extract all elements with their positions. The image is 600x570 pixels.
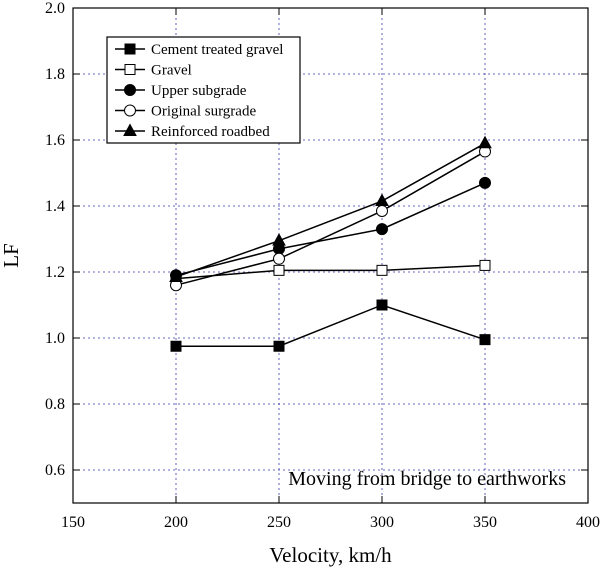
chart-annotation: Moving from bridge to earthworks (288, 468, 566, 490)
data-point (376, 299, 388, 311)
legend-item: Upper subgrade (115, 83, 247, 99)
legend-marker (124, 104, 136, 117)
data-point (376, 204, 388, 217)
series (170, 145, 491, 292)
legend-item: Cement treated gravel (115, 42, 283, 58)
y-tick-label: 1.2 (45, 264, 65, 281)
data-point (170, 340, 182, 352)
series (169, 135, 492, 282)
x-tick-label: 400 (576, 514, 600, 531)
x-tick-label: 150 (61, 514, 85, 531)
legend-item: Gravel (115, 63, 192, 79)
legend-marker (123, 123, 137, 136)
x-tick-label: 250 (267, 514, 291, 531)
x-tick-labels: 150 200 250 300 350 400 (61, 514, 600, 531)
legend-label: Gravel (151, 63, 192, 79)
y-tick-label: 1.0 (45, 330, 65, 347)
series-line (175, 182, 486, 277)
series-line (175, 264, 486, 280)
legend-label: Cement treated gravel (151, 42, 283, 58)
y-tick-label: 2.0 (45, 0, 65, 17)
data-point (272, 233, 286, 246)
legend: Cement treated gravel Gravel Upper subgrad… (106, 36, 301, 144)
y-axis-label: LF (0, 243, 23, 268)
x-tick-label: 200 (164, 514, 188, 531)
series-line (175, 150, 486, 286)
legend-marker (124, 43, 136, 55)
data-point (376, 264, 388, 276)
plot-area (72, 7, 589, 504)
legend-item: Reinforced roadbed (115, 123, 270, 140)
y-tick-labels: 0.6 0.8 1.0 1.2 1.4 1.6 1.8 2.0 (45, 0, 65, 479)
legend-marker (124, 64, 136, 75)
y-tick-label: 0.6 (45, 462, 65, 479)
series-line (175, 142, 486, 278)
data-point (273, 340, 285, 352)
series-layer (169, 135, 492, 352)
legend-marker (124, 84, 136, 96)
series-line (176, 304, 486, 347)
series (170, 176, 491, 282)
data-point (273, 264, 285, 276)
y-tick-label: 1.4 (45, 198, 65, 215)
legend-label: Original surgrade (151, 104, 256, 120)
x-tick-label: 350 (473, 514, 497, 531)
legend-item: Original surgrade (115, 104, 256, 120)
y-tick-label: 1.6 (45, 132, 65, 149)
y-tick-label: 1.8 (45, 66, 65, 83)
series (170, 299, 491, 352)
data-point (479, 334, 491, 346)
legend-label: Upper subgrade (151, 83, 247, 99)
data-point (273, 252, 285, 265)
y-tick-label: 0.8 (45, 396, 65, 413)
data-point (375, 193, 389, 207)
tick-marks (73, 8, 588, 503)
data-point (479, 259, 491, 271)
legend-items: Cement treated gravel Gravel Upper subgrad… (115, 42, 283, 140)
x-axis-label: Velocity, km/h (269, 543, 392, 567)
legend-label: Reinforced roadbed (151, 124, 270, 140)
data-point (376, 223, 388, 236)
x-tick-label: 300 (370, 514, 394, 531)
data-point (478, 135, 492, 149)
data-point (479, 176, 491, 189)
data-point (169, 269, 183, 282)
